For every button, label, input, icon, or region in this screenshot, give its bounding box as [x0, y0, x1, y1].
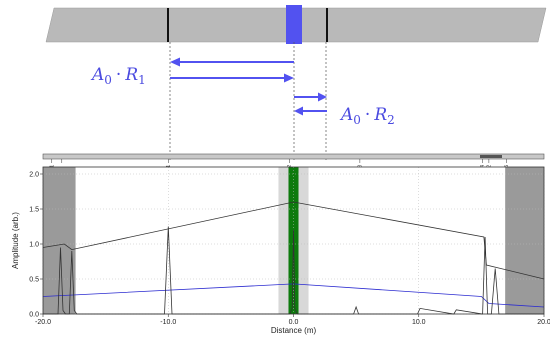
plot-axes: -20.0 -10.0 0.0 10.0 20.0 0.0 0.5 1.0 1.5 2.0: [29, 166, 550, 326]
y-tick-label: 1.0: [29, 242, 39, 249]
fiber-test-marker: [286, 5, 302, 44]
arrow-r2-return: [294, 106, 327, 116]
y-tick-label: 2.0: [29, 172, 39, 179]
otdr-trace-chart: B1CE1E2E3E4B2E5 -20.0-10.00.010.020.00.0…: [11, 153, 550, 335]
x-tick-label: 10.0: [412, 319, 426, 326]
y-tick-label: 0.0: [29, 312, 39, 319]
label-a0-r2: A0 · R2: [339, 105, 395, 127]
arrow-r1-return: [170, 73, 294, 83]
plot-series: [42, 201, 545, 315]
arrow-r1-forward: [170, 57, 294, 67]
x-axis-label: Distance (m): [271, 326, 317, 335]
shaded-region: [505, 167, 544, 314]
x-tick-label: -10.0: [160, 319, 176, 326]
x-tick-label: 20.0: [537, 319, 550, 326]
y-axis-label: Amplitude (arb.): [11, 212, 20, 269]
y-tick-label: 0.5: [29, 277, 39, 284]
x-tick-label: -20.0: [35, 319, 51, 326]
label-a0-r1: A0 · R1: [90, 65, 146, 87]
y-tick-label: 1.5: [29, 207, 39, 214]
fiber-diagram: A0 · R1 A0 · R2: [45, 5, 547, 160]
shaded-region: [43, 167, 76, 314]
event-bar-track: [42, 153, 545, 160]
x-tick-label: 0.0: [289, 319, 299, 326]
arrow-r2-forward: [294, 92, 327, 102]
series-line-3: [43, 226, 544, 315]
event-bar-segment: [480, 155, 502, 158]
series-line-2: [42, 283, 545, 308]
